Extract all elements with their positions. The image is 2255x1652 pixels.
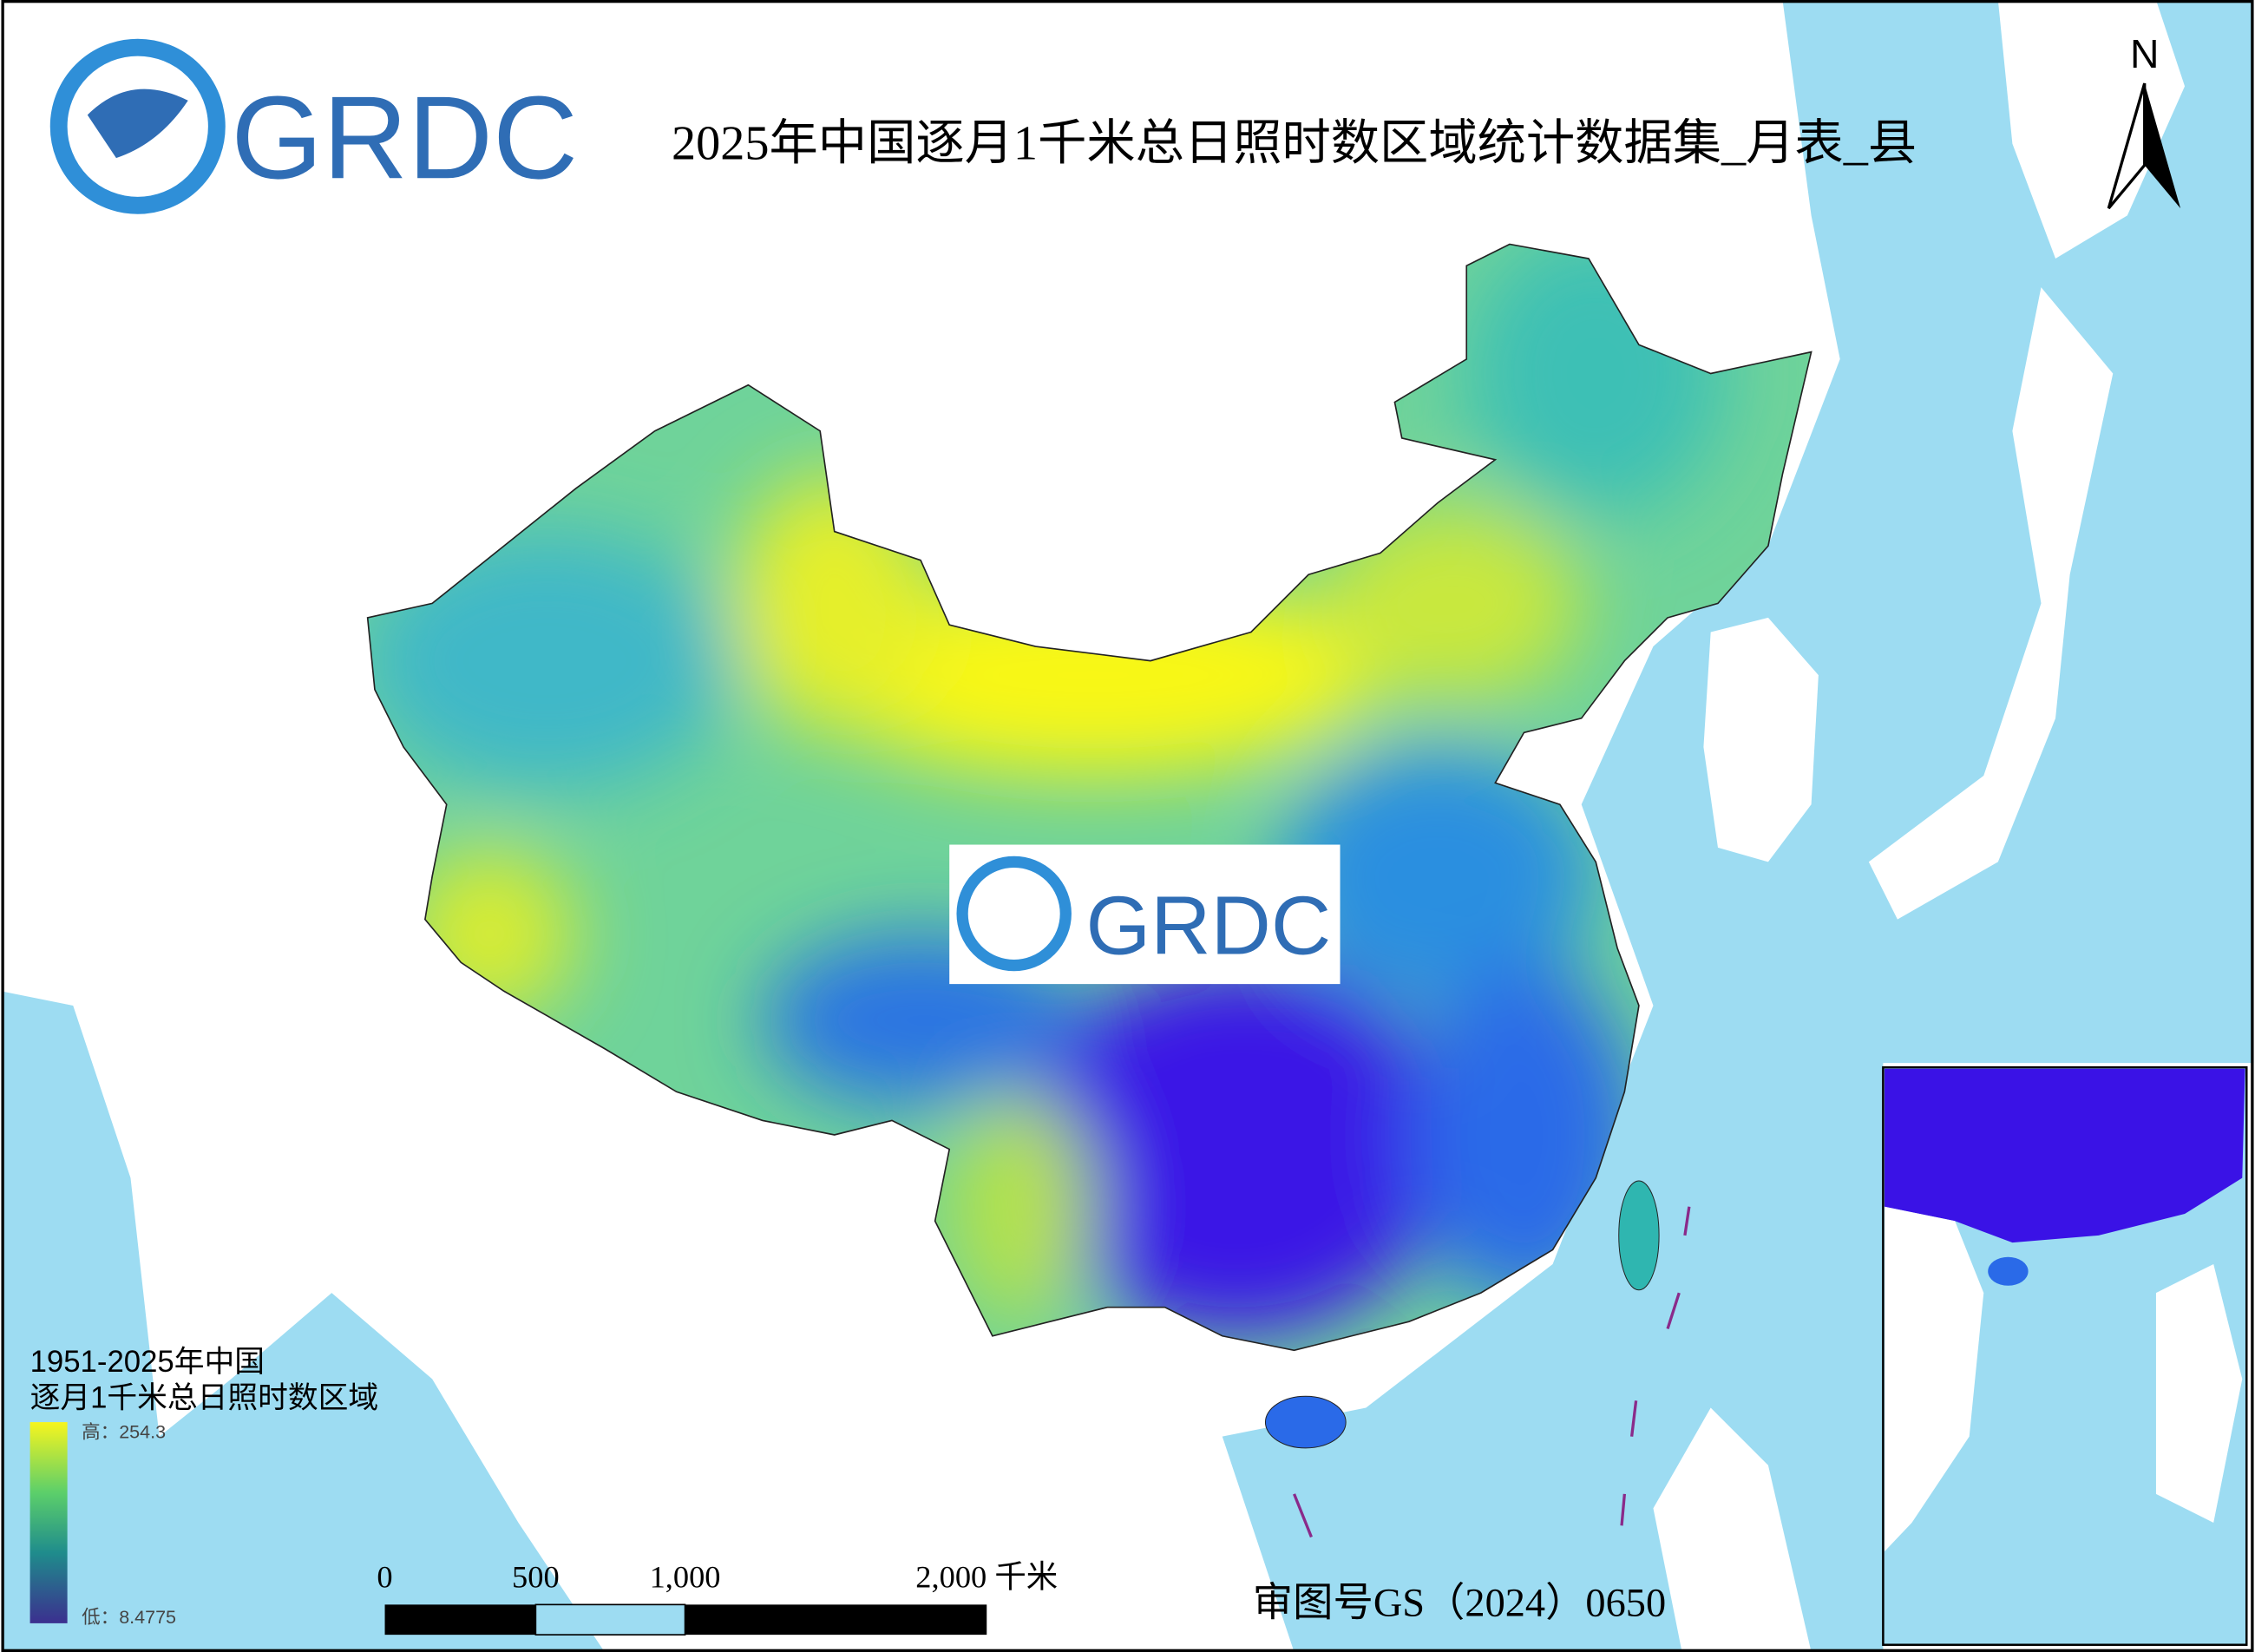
scale-label: 1,000 [650, 1559, 721, 1594]
inset-land [1885, 1206, 1984, 1552]
legend-title: 逐月1千米总日照时数区域 [30, 1381, 379, 1415]
zone [949, 1092, 1093, 1322]
legend-high: 高：254.3 [82, 1421, 166, 1442]
scale-segment [384, 1604, 536, 1636]
zone [367, 531, 734, 790]
logo-text: GRDC [231, 71, 578, 203]
dash [1620, 1493, 1627, 1526]
japan [1868, 287, 2114, 920]
sakhalin [1997, 0, 2186, 259]
scale-bar: 0 500 1,000 2,000 千米 [377, 1559, 1058, 1636]
title: 2025年中国逐月1千米总日照时数区域统计数据集_月表_县 [672, 116, 1917, 170]
scale-label: 0 [377, 1559, 392, 1594]
watermark: GRDC [949, 844, 1341, 985]
logo-globe [49, 38, 226, 214]
watermark-globe [956, 856, 1072, 972]
scale-label: 2,000 千米 [915, 1559, 1058, 1594]
dash [1293, 1493, 1313, 1538]
zone [1322, 502, 1582, 705]
inset-hainan [1988, 1256, 2029, 1286]
indian-sea [1, 991, 605, 1652]
zone [1279, 746, 1596, 1006]
inset-china [1885, 1068, 2245, 1243]
zone [1020, 962, 1452, 1336]
arrow-left [2107, 82, 2147, 210]
legend-ramp [29, 1422, 68, 1623]
korea [1703, 617, 1819, 862]
north-arrow: N [2107, 31, 2181, 210]
logo-continent [87, 88, 188, 159]
legend-title: 1951-2025年中国 [30, 1345, 265, 1379]
dash [1683, 1206, 1691, 1236]
dash [1629, 1400, 1638, 1437]
legend: 1951-2025年中国 逐月1千米总日照时数区域 高：254.3 低：8.47… [29, 1345, 379, 1628]
dash [1666, 1292, 1681, 1329]
hainan [1264, 1395, 1347, 1449]
arrow-right [2144, 83, 2181, 209]
logo: GRDC [49, 38, 578, 214]
philippines [1653, 1407, 1812, 1652]
watermark-text: GRDC [1085, 879, 1331, 972]
taiwan [1618, 1180, 1660, 1291]
inset-map [1882, 1065, 2248, 1646]
legend-low: 低：8.4775 [82, 1607, 176, 1628]
approval-number: 审图号GS（2024）0650 [1253, 1582, 1666, 1626]
inset-philippines [2155, 1263, 2243, 1523]
scale-segment [685, 1604, 987, 1636]
nine-dash-line [1293, 1206, 1691, 1538]
scale-label: 500 [512, 1559, 560, 1594]
scale-segment [534, 1603, 686, 1636]
north-label: N [2130, 31, 2159, 76]
